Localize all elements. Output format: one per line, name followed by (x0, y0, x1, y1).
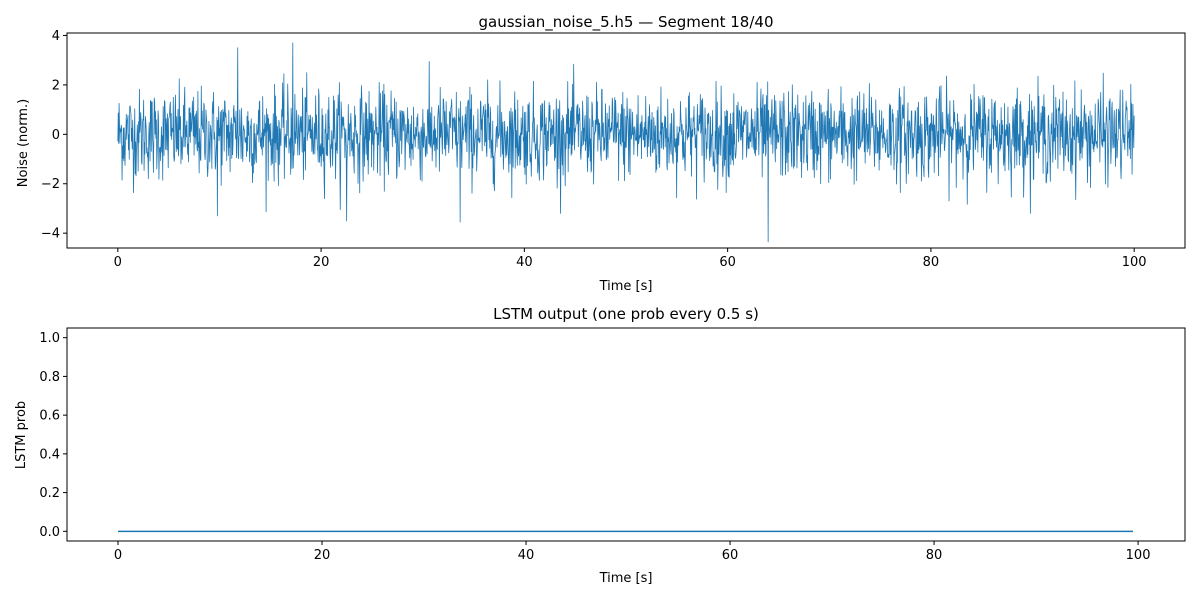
lstm-panel-yticks: 0.0 0.2 0.4 0.6 0.8 1.0 (39, 331, 67, 540)
lstm-ytick-label: 0.2 (39, 486, 60, 501)
noise-panel-xlabel: Time [s] (599, 279, 653, 294)
lstm-ytick-label: 1.0 (39, 331, 60, 346)
noise-xtick-label: 0 (114, 255, 122, 270)
noise-ytick-label: 0 (52, 128, 60, 143)
noise-xtick-label: 100 (1122, 255, 1147, 270)
noise-ytick-label: 2 (52, 78, 60, 93)
noise-panel-ylabel: Noise (norm.) (16, 99, 31, 187)
lstm-xtick-label: 40 (518, 548, 535, 563)
noise-xtick-label: 60 (719, 255, 736, 270)
noise-panel-xticks: 0 20 40 60 80 100 (114, 248, 1147, 270)
lstm-xtick-label: 80 (926, 548, 943, 563)
noise-ytick-label: 4 (52, 29, 60, 44)
lstm-xtick-label: 60 (722, 548, 739, 563)
noise-panel-plot-area (117, 42, 1135, 243)
lstm-ytick-label: 0.6 (39, 409, 60, 424)
lstm-panel-xticks: 0 20 40 60 80 100 (114, 541, 1151, 563)
noise-xtick-label: 40 (516, 255, 533, 270)
lstm-ytick-label: 0.4 (39, 447, 60, 462)
noise-xtick-label: 80 (923, 255, 940, 270)
noise-xtick-label: 20 (313, 255, 330, 270)
noise-ytick-label: −4 (41, 227, 60, 242)
lstm-panel-ylabel: LSTM prob (14, 401, 29, 469)
lstm-xtick-label: 100 (1126, 548, 1151, 563)
lstm-xtick-label: 0 (114, 548, 122, 563)
lstm-ytick-label: 0.8 (39, 370, 60, 385)
noise-panel-frame (66, 32, 1186, 249)
noise-series-line (117, 42, 1135, 243)
lstm-panel-frame (66, 327, 1186, 542)
noise-panel-yticks: −4 −2 0 2 4 (41, 29, 67, 242)
lstm-panel-title: LSTM output (one prob every 0.5 s) (493, 305, 759, 323)
lstm-xtick-label: 20 (314, 548, 331, 563)
lstm-panel: LSTM output (one prob every 0.5 s) Time … (14, 305, 1186, 586)
noise-ytick-label: −2 (41, 177, 60, 192)
noise-panel: gaussian_noise_5.h5 — Segment 18/40 Time… (16, 13, 1186, 294)
lstm-panel-xlabel: Time [s] (599, 571, 653, 586)
lstm-ytick-label: 0.0 (39, 525, 60, 540)
noise-panel-title: gaussian_noise_5.h5 — Segment 18/40 (478, 13, 773, 32)
